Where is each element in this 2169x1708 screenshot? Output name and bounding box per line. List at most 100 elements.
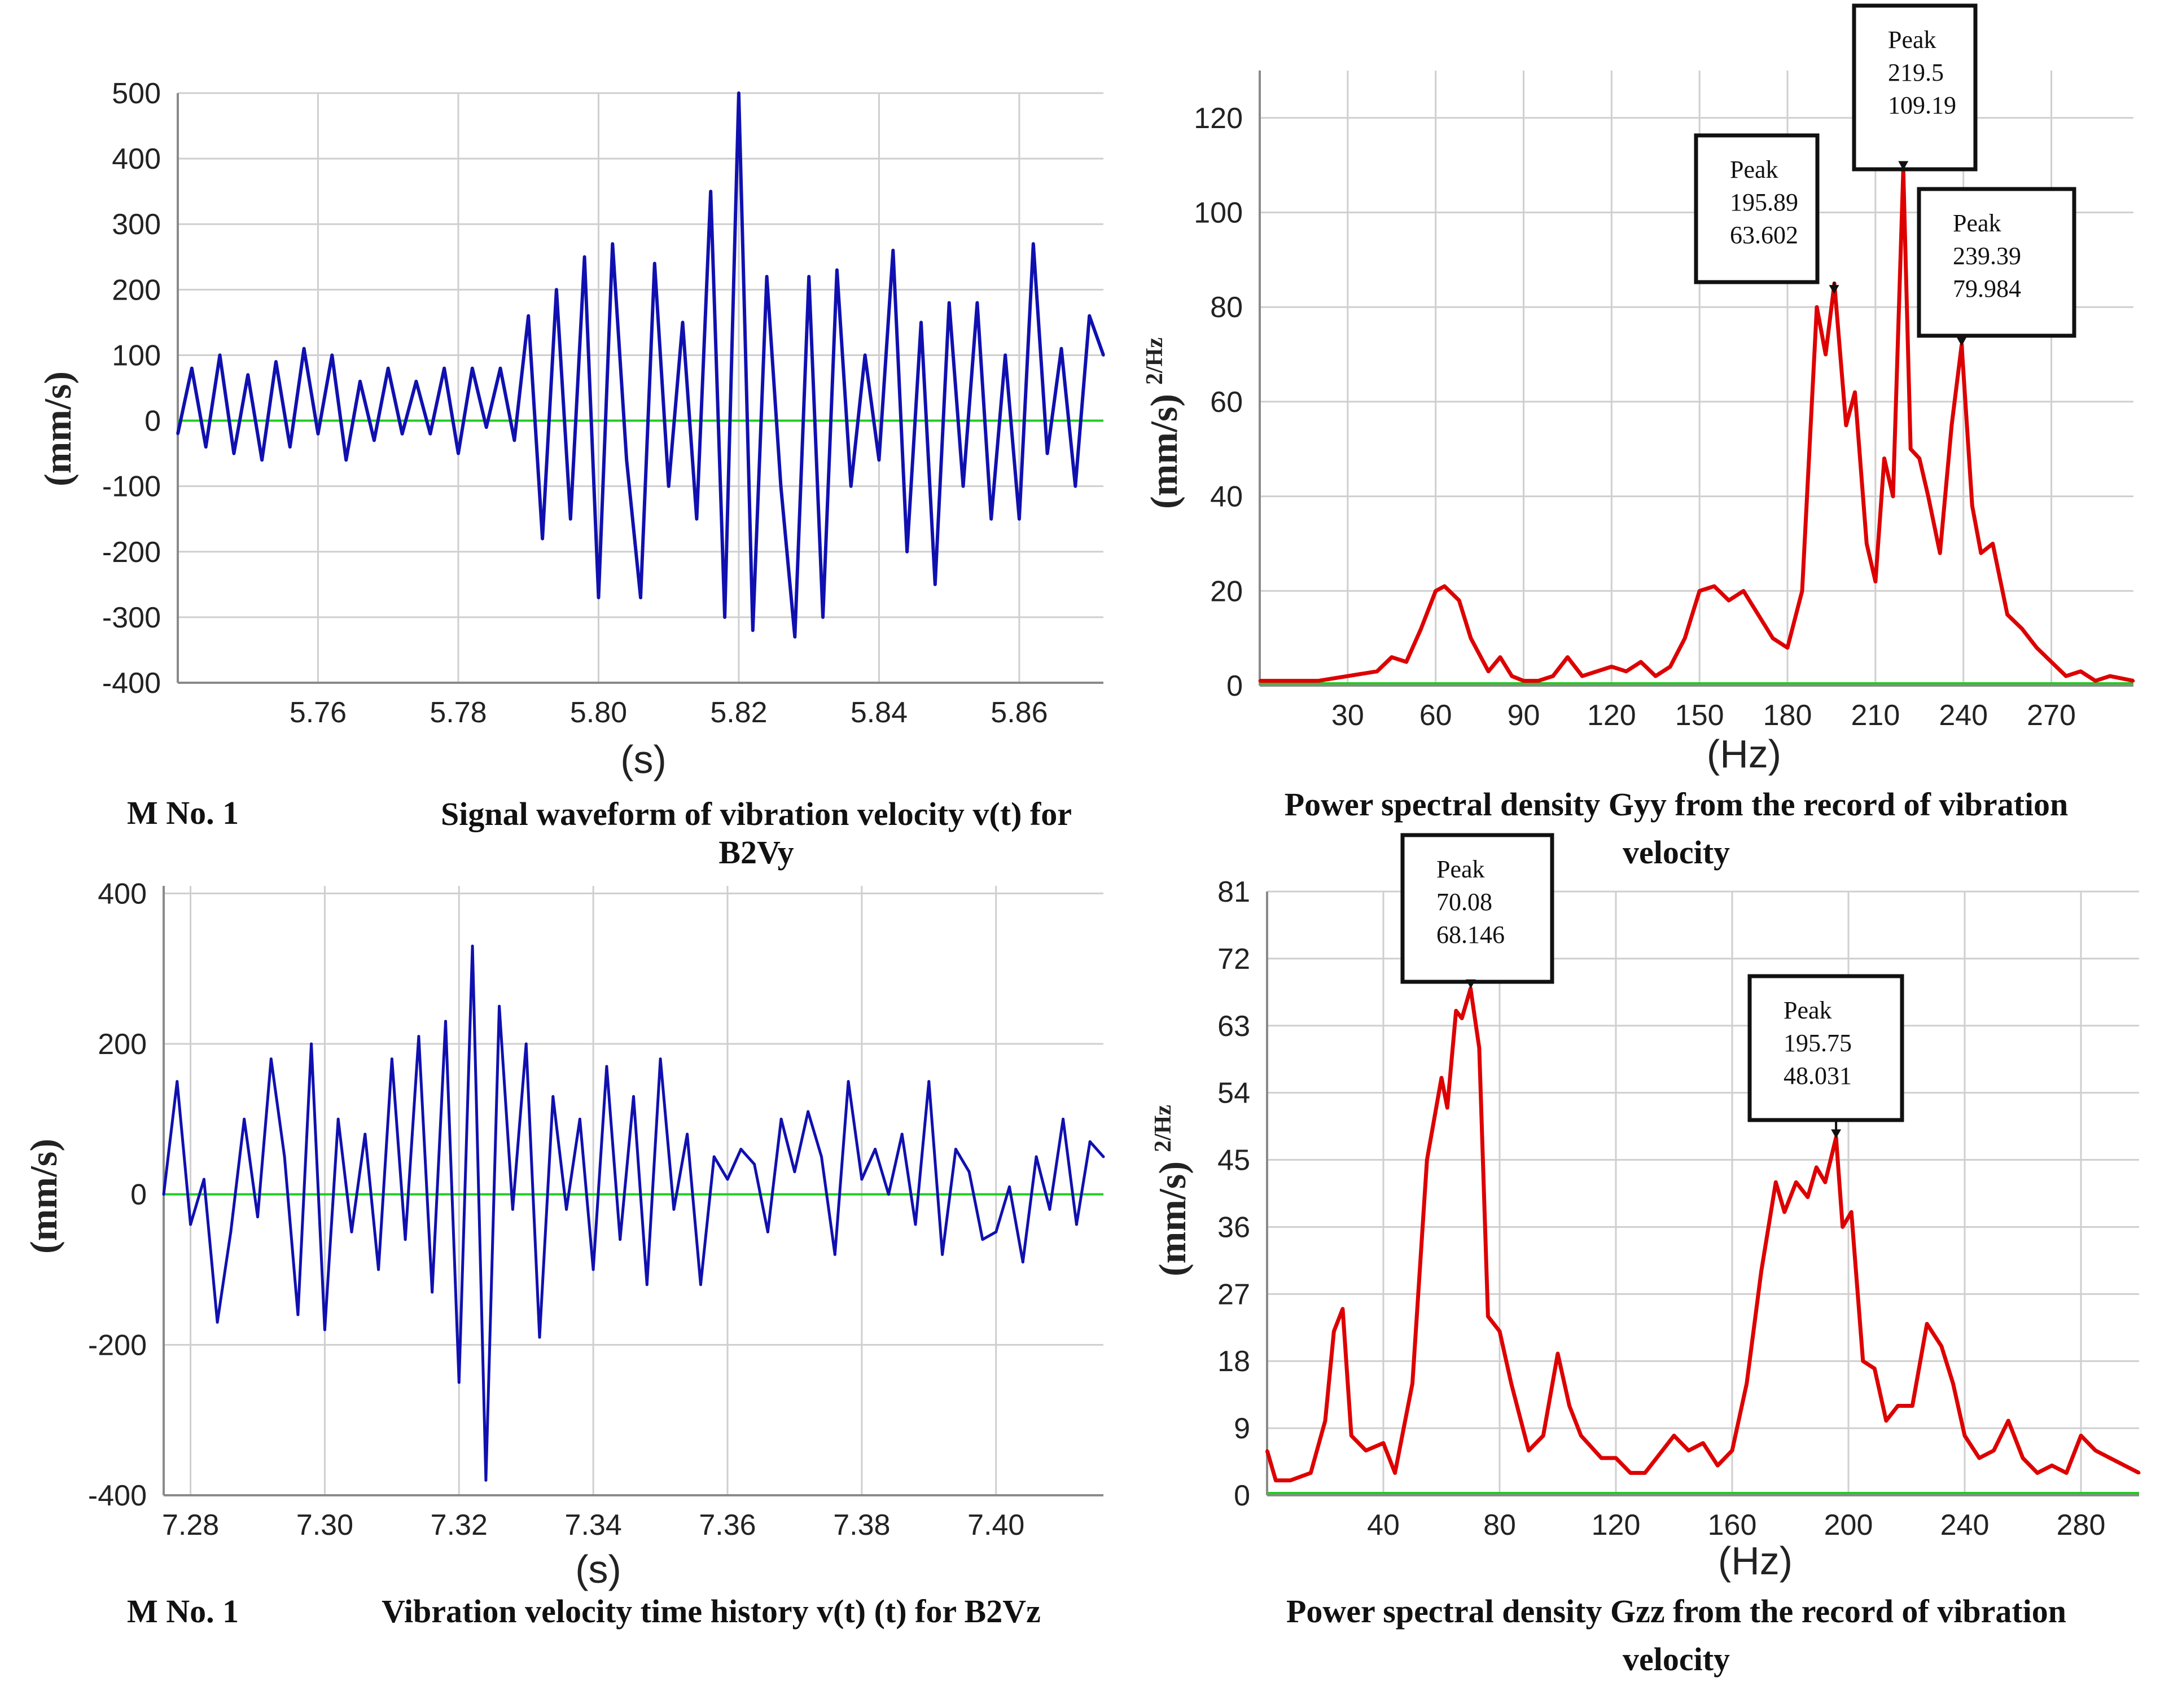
br-caption-line2: velocity xyxy=(1623,1641,1730,1678)
bl-data-point xyxy=(686,1132,689,1136)
tr-peak-box xyxy=(1852,3,1978,172)
tl-data-point xyxy=(975,301,979,305)
tr-data-point xyxy=(1375,670,1379,673)
bl-data-point xyxy=(887,1193,890,1196)
tl-data-point xyxy=(835,269,839,271)
tl-x-axis-label: (s) xyxy=(620,737,667,781)
tl-data-point xyxy=(891,249,895,252)
br-data-point xyxy=(1478,1046,1481,1050)
tr-y-axis-label-sup: 2/Hz xyxy=(1142,337,1168,385)
tr-peak-box xyxy=(1917,187,2076,338)
tr-data-point xyxy=(1727,599,1730,602)
tl-data-point xyxy=(176,432,179,436)
br-peak-y-value: 48.031 xyxy=(1784,1062,1852,1090)
tr-y-tick-label: 80 xyxy=(1210,291,1243,324)
tr-data-point xyxy=(1419,627,1423,630)
br-data-point xyxy=(1841,1225,1844,1228)
bl-data-point xyxy=(833,1253,836,1256)
tl-caption-line2: B2Vy xyxy=(718,834,794,871)
tr-data-point xyxy=(1624,670,1628,673)
tr-data-point xyxy=(1991,542,1995,545)
br-y-tick-label: 81 xyxy=(1217,876,1250,908)
tl-data-point xyxy=(527,314,530,318)
br-data-point xyxy=(1425,1158,1429,1162)
bl-data-point xyxy=(672,1208,676,1211)
tr-data-point xyxy=(2050,660,2053,664)
tl-data-point xyxy=(583,255,586,258)
br-data-point xyxy=(1940,1345,1943,1348)
tr-data-point xyxy=(1434,589,1438,592)
tr-data-point xyxy=(1536,679,1540,683)
tl-data-point xyxy=(695,517,698,521)
tr-data-point xyxy=(1938,551,1942,555)
tr-data-point xyxy=(1882,457,1886,460)
br-peak-x-value: 195.75 xyxy=(1784,1029,1852,1057)
tr-data-point xyxy=(1756,613,1760,616)
tr-y-tick-label: 120 xyxy=(1194,102,1243,135)
tl-y-tick-label: 100 xyxy=(112,339,161,372)
bl-data-point xyxy=(243,1117,246,1121)
tl-data-point xyxy=(1059,347,1063,350)
tr-data-point xyxy=(1469,636,1473,640)
tr-data-point xyxy=(1258,679,1261,683)
bl-data-point xyxy=(565,1208,568,1211)
tl-series-line xyxy=(176,91,1105,639)
bl-x-tick-label: 7.28 xyxy=(162,1509,219,1542)
bl-y-tick-label: -200 xyxy=(88,1329,147,1362)
br-data-point xyxy=(1896,1404,1900,1407)
tl-data-point xyxy=(555,288,558,291)
tr-data-point xyxy=(1865,542,1868,545)
tl-data-point xyxy=(877,458,880,462)
br-data-point xyxy=(1341,1307,1344,1311)
br-caption: Power spectral density Gzz from the reco… xyxy=(1286,1593,2066,1630)
tl-data-point xyxy=(1073,485,1077,488)
br-y-tick-label: 18 xyxy=(1217,1345,1250,1378)
br-data-point xyxy=(2050,1464,2053,1467)
bl-data-point xyxy=(296,1313,300,1316)
tr-peak-label: Peak xyxy=(1888,26,1936,54)
br-x-tick-label: 120 xyxy=(1592,1509,1641,1542)
tr-data-point xyxy=(1522,679,1526,683)
tr-x-tick-label: 270 xyxy=(2027,699,2076,732)
tl-data-point xyxy=(274,360,278,363)
bl-data-point xyxy=(779,1117,783,1121)
bl-y-tick-label: -400 xyxy=(88,1479,147,1512)
bl-data-point xyxy=(176,1080,179,1083)
bl-data-point xyxy=(967,1170,971,1174)
bl-data-point xyxy=(1035,1155,1038,1158)
tr-data-point xyxy=(2035,646,2039,649)
bl-x-tick-label: 7.38 xyxy=(833,1509,890,1542)
br-data-point xyxy=(1579,1434,1583,1437)
tl-data-point xyxy=(625,458,628,462)
tl-x-tick-label: 5.84 xyxy=(851,696,908,729)
br-data-point xyxy=(1541,1434,1545,1437)
tl-data-point xyxy=(723,616,726,619)
br-data-point xyxy=(1411,1382,1414,1385)
tr-data-point xyxy=(1639,660,1642,664)
br-y-tick-label: 54 xyxy=(1217,1077,1250,1110)
tl-data-point xyxy=(709,190,712,193)
br-y-tick-label: 36 xyxy=(1217,1211,1250,1244)
tr-data-point xyxy=(1824,353,1828,356)
bl-data-point xyxy=(753,1162,756,1166)
bl-data-point xyxy=(256,1215,259,1219)
br-data-point xyxy=(1951,1382,1955,1385)
br-data-point xyxy=(1349,1434,1353,1437)
bl-data-point xyxy=(941,1253,944,1256)
tr-data-point xyxy=(1654,674,1657,678)
bl-data-point xyxy=(390,1057,393,1061)
bl-data-point xyxy=(1021,1261,1024,1264)
tl-y-tick-label: 300 xyxy=(112,208,161,241)
tr-x-tick-label: 150 xyxy=(1675,699,1724,732)
bl-data-point xyxy=(444,1020,447,1023)
tl-data-point xyxy=(232,452,235,455)
tr-data-point xyxy=(2132,679,2135,683)
br-y-tick-label: 9 xyxy=(1234,1412,1250,1445)
tr-data-point xyxy=(1800,589,1804,592)
tl-data-point xyxy=(401,432,404,436)
bl-data-point xyxy=(471,945,474,948)
tl-series-points xyxy=(176,91,1105,639)
tl-x-tick-label: 5.78 xyxy=(430,696,487,729)
tl-data-point xyxy=(218,353,222,357)
tl-data-point xyxy=(303,347,306,350)
